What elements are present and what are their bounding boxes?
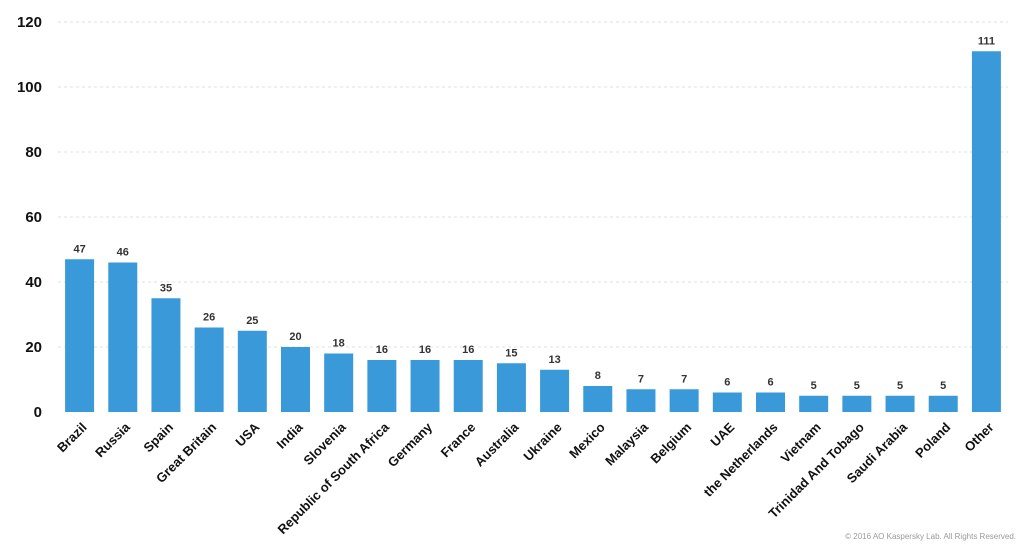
data-labels: 47 46 35 26 25 20 18 16 16 16 15 13 8 7 7 6 6 5 5 5 5 111: [73, 35, 995, 392]
x-tick-label: Poland: [912, 419, 953, 460]
data-label: 20: [289, 331, 301, 343]
x-tick-label: France: [438, 420, 479, 461]
data-label: 25: [246, 315, 258, 327]
data-label: 111: [978, 35, 995, 47]
data-label: 8: [595, 370, 601, 382]
x-tick-label: Russia: [92, 419, 133, 460]
bar: [410, 360, 440, 412]
data-label: 13: [548, 354, 560, 366]
bar: [367, 360, 397, 412]
data-label: 16: [462, 344, 474, 356]
data-label: 35: [160, 282, 172, 294]
bar: [799, 395, 829, 412]
bar: [194, 327, 224, 412]
y-tick-label: 120: [17, 14, 42, 31]
bar: [281, 347, 310, 412]
bar: [583, 386, 613, 412]
x-tick-label: Brazil: [54, 420, 90, 456]
data-label: 16: [376, 344, 388, 356]
bar: [842, 395, 872, 412]
bar: [928, 395, 958, 412]
bar: [324, 353, 354, 412]
data-label: 47: [73, 243, 85, 255]
y-tick-label: 20: [25, 339, 42, 356]
data-label: 7: [681, 373, 687, 385]
y-tick-label: 60: [25, 209, 42, 226]
y-tick-label: 100: [17, 79, 42, 96]
y-tick-label: 0: [34, 404, 42, 421]
data-label: 5: [811, 380, 817, 392]
bar: [237, 330, 267, 412]
data-label: 5: [897, 380, 903, 392]
x-tick-label: Australia: [472, 419, 522, 469]
x-tick-label: USA: [232, 419, 262, 449]
bar: [540, 369, 570, 412]
data-label: 16: [419, 344, 431, 356]
x-tick-label: Mexico: [566, 419, 608, 461]
data-label: 7: [638, 373, 644, 385]
bar: [151, 298, 181, 412]
bar: [712, 392, 742, 412]
data-label: 6: [724, 377, 730, 389]
x-tick-label: Germany: [385, 419, 436, 470]
x-tick-label: UAE: [707, 419, 737, 449]
y-tick-label: 80: [25, 144, 42, 161]
data-label: 5: [940, 380, 946, 392]
copyright-notice: © 2016 AO Kaspersky Lab. All Rights Rese…: [845, 532, 1016, 541]
bar: [885, 395, 915, 412]
data-label: 26: [203, 312, 215, 324]
y-axis: 0 20 40 60 80 100 120: [17, 14, 42, 421]
x-tick-label: India: [274, 419, 307, 452]
bar: [496, 363, 526, 412]
data-label: 46: [117, 247, 129, 259]
x-tick-label: Ukraine: [520, 420, 564, 464]
data-label: 15: [505, 347, 517, 359]
x-tick-label: Spain: [140, 419, 176, 455]
bar: [756, 392, 785, 412]
bar: [108, 262, 138, 412]
data-label: 5: [854, 380, 860, 392]
bar: [971, 51, 1001, 412]
data-label: 18: [333, 338, 345, 350]
y-tick-label: 40: [25, 274, 42, 291]
bars: [65, 51, 1001, 412]
bar: [453, 360, 483, 412]
x-tick-label: the Netherlands: [701, 420, 781, 500]
data-label: 6: [767, 377, 773, 389]
gridlines: [58, 21, 1008, 348]
bar: [669, 389, 699, 412]
x-tick-label: Other: [961, 420, 996, 455]
x-tick-label: Malaysia: [602, 419, 651, 468]
x-tick-label: Belgium: [647, 420, 694, 467]
bar: [65, 259, 95, 412]
bar: [626, 389, 656, 412]
